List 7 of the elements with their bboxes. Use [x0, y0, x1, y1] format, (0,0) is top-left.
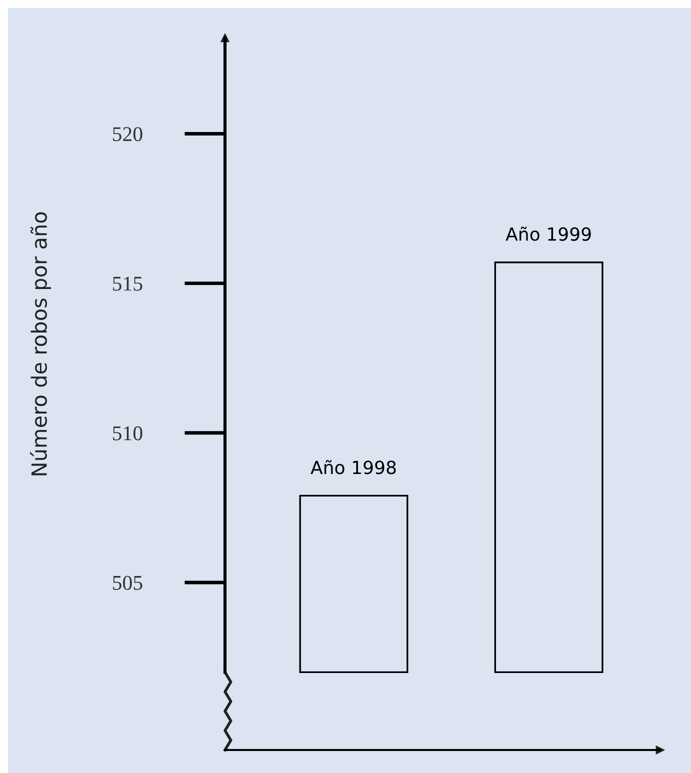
y-tick-label: 505 — [113, 576, 142, 590]
y-tick-label: 510 — [113, 426, 142, 440]
y-tick-label: 515 — [113, 276, 142, 291]
x-tick-label: Año 1998 — [310, 460, 396, 474]
y-axis-title: Número de robos por año — [30, 212, 51, 476]
y-tick-label: 520 — [113, 127, 142, 142]
x-tick-label: Año 1999 — [506, 226, 591, 241]
